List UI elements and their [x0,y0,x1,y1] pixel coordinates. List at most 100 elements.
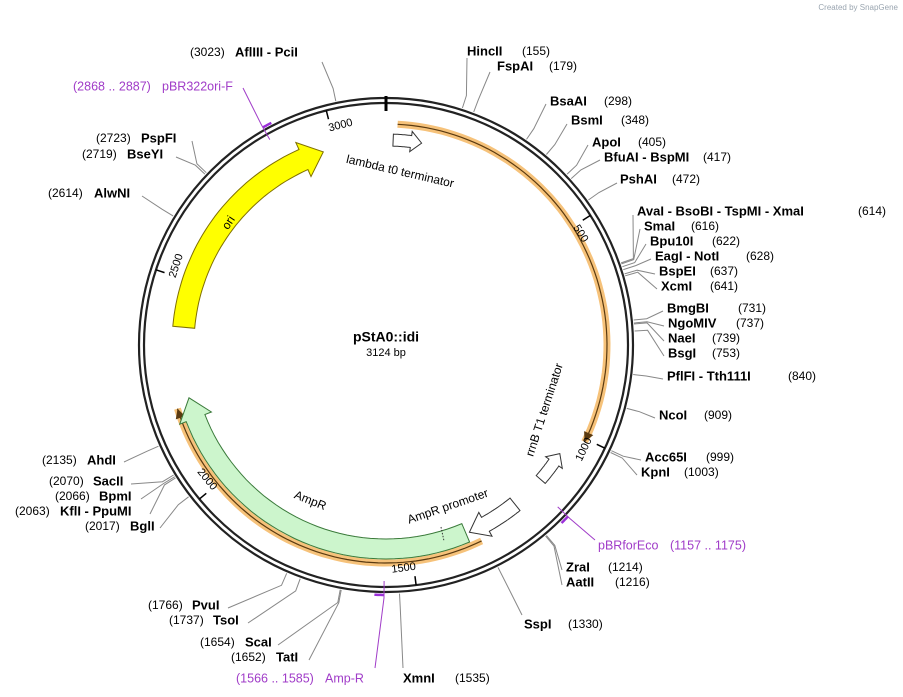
feature-label: lambda t0 terminator [345,152,455,190]
site-leader [159,496,189,529]
site-leader [461,57,468,109]
site-position: (417) [703,150,731,164]
site-position: (616) [691,219,719,233]
site-position: (405) [638,135,666,149]
primer-leader [242,87,271,140]
site-name: BpmI [99,488,132,503]
site-name: BsgI [668,345,696,360]
site-position: (3023) [190,45,225,59]
site-position: (840) [788,369,816,383]
feature-highlight-line [397,123,608,443]
primer-name: pBR322ori-F [162,79,233,93]
site-leader [611,450,642,461]
site-name: SacII [93,473,123,488]
primer-mark [560,515,569,524]
scale-label: 3000 [327,117,354,135]
site-position: (155) [522,44,550,58]
site-leader [321,61,337,102]
site-position: (2017) [85,519,120,533]
scale-tick [582,214,591,221]
site-position: (909) [704,408,732,422]
site-leader [140,476,175,500]
site-position: (737) [736,316,764,330]
site-name: BmgBI [667,300,709,315]
site-name: TsoI [213,612,239,627]
site-name: Bpu10I [650,233,693,248]
site-leader [497,567,523,616]
site-name: ApoI [592,134,621,149]
primer-range: (2868 .. 2887) [73,79,151,93]
site-leader [546,535,563,571]
feature-arrow [468,497,521,537]
site-name: BsaAI [550,93,587,108]
site-leader [610,452,638,476]
feature-highlight-line [176,408,482,564]
site-leader [123,445,159,463]
site-leader [526,103,547,140]
backbone-inner [142,101,630,589]
site-leader [149,477,176,515]
scale-tick [155,269,165,274]
site-position: (2070) [49,474,84,488]
site-leader [227,573,288,609]
scale-tick [414,576,417,586]
site-name: FspAI [497,58,533,73]
credit: Created by SnapGene [818,3,898,12]
site-leader [141,195,174,217]
scale-tick [325,110,330,120]
site-leader [625,271,658,290]
backbone [137,96,635,594]
site-name: NgoMIV [668,315,717,330]
site-position: (637) [710,264,738,278]
site-leader [570,159,601,179]
primer-leader [374,580,385,669]
site-position: (1535) [455,671,490,685]
site-leader [399,593,404,669]
site-name: TatI [276,649,298,664]
site-leader [247,578,301,624]
site-leader [545,535,563,586]
feature-arrow [178,397,471,560]
site-leader [624,269,656,275]
plasmid-size: 3124 bp [366,347,406,359]
site-name: NaeI [668,330,695,345]
site-position: (1330) [568,617,603,631]
site-leader [623,258,652,271]
feature-label: AmpR [292,487,328,513]
site-position: (2066) [55,489,90,503]
site-position: (1654) [200,635,235,649]
site-position: (614) [858,204,886,218]
site-position: (731) [738,301,766,315]
site-position: (641) [710,279,738,293]
feature-arrow [392,130,423,153]
site-position: (622) [712,234,740,248]
site-leader [308,589,342,661]
site-position: (628) [746,249,774,263]
site-name: KflI - PpuMI [60,503,132,518]
site-name: AhdI [87,452,116,467]
site-position: (348) [621,113,649,127]
feature-arrow [172,141,325,329]
primer-mark [262,121,272,129]
site-leader [566,144,589,175]
site-position: (2063) [15,504,50,518]
site-name: NcoI [659,407,687,422]
feature-arrow [535,452,563,485]
site-name: BseYI [127,146,163,161]
site-position: (2719) [82,147,117,161]
site-position: (1216) [615,575,650,589]
site-leader [633,321,665,327]
scale-tick [198,492,207,500]
site-leader [634,322,665,342]
scale-tick [596,443,606,449]
site-leader [633,310,664,321]
site-position: (2135) [42,453,77,467]
site-leader [588,182,618,201]
site-leader [191,140,207,174]
site-leader [130,474,174,485]
site-leader [621,228,641,265]
site-position: (999) [706,450,734,464]
site-name: XmnI [403,670,435,685]
site-position: (1652) [231,650,266,664]
